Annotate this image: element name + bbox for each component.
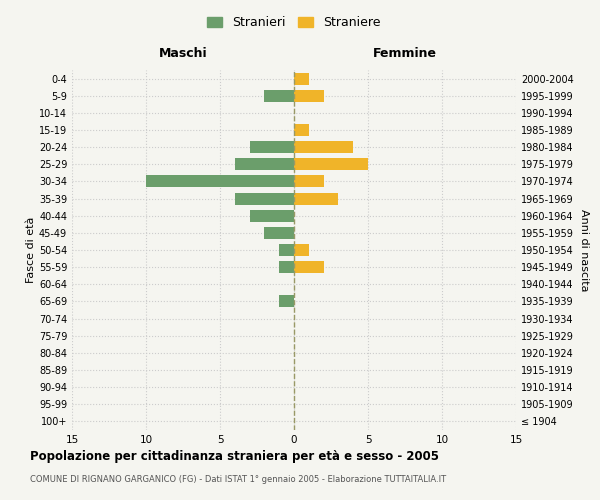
Bar: [265, 227, 294, 239]
Bar: [250, 210, 294, 222]
Bar: [146, 176, 294, 188]
Bar: [294, 141, 353, 153]
Y-axis label: Anni di nascita: Anni di nascita: [579, 209, 589, 291]
Bar: [294, 90, 323, 102]
Text: COMUNE DI RIGNANO GARGANICO (FG) - Dati ISTAT 1° gennaio 2005 - Elaborazione TUT: COMUNE DI RIGNANO GARGANICO (FG) - Dati …: [30, 475, 446, 484]
Y-axis label: Fasce di età: Fasce di età: [26, 217, 36, 283]
Bar: [294, 158, 368, 170]
Text: Femmine: Femmine: [373, 46, 437, 60]
Bar: [294, 192, 338, 204]
Text: Maschi: Maschi: [158, 46, 208, 60]
Bar: [250, 141, 294, 153]
Legend: Stranieri, Straniere: Stranieri, Straniere: [202, 12, 386, 34]
Bar: [265, 90, 294, 102]
Bar: [279, 261, 294, 273]
Bar: [279, 244, 294, 256]
Bar: [294, 176, 323, 188]
Bar: [279, 296, 294, 308]
Bar: [294, 124, 309, 136]
Bar: [294, 261, 323, 273]
Bar: [294, 244, 309, 256]
Bar: [235, 158, 294, 170]
Text: Popolazione per cittadinanza straniera per età e sesso - 2005: Popolazione per cittadinanza straniera p…: [30, 450, 439, 463]
Bar: [235, 192, 294, 204]
Bar: [294, 72, 309, 85]
